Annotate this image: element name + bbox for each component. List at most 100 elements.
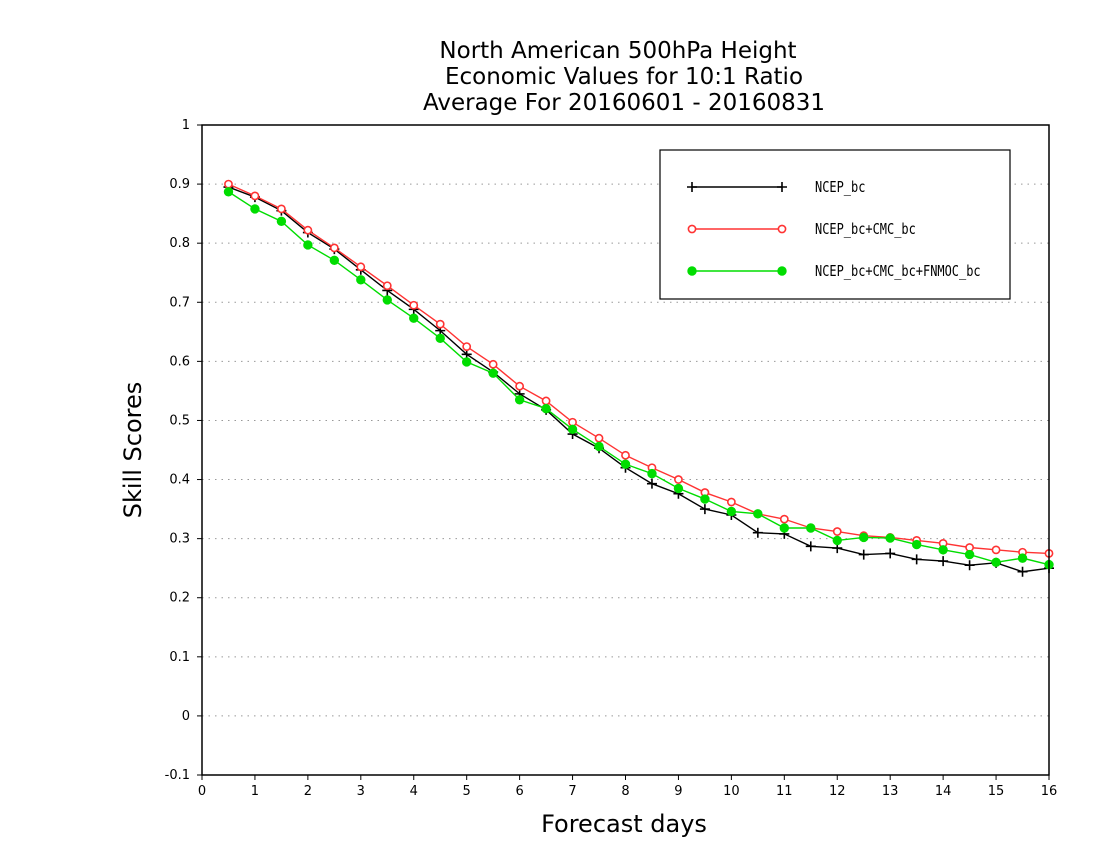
series-3-point-29 <box>964 549 975 560</box>
series-1-point-17 <box>646 478 657 489</box>
legend-marker-end-1 <box>777 182 787 192</box>
series-3-point-10 <box>461 357 472 367</box>
x-tick-label-4: 4 <box>410 784 418 799</box>
series-2-point-3 <box>277 204 286 214</box>
series-3-point-17 <box>647 468 657 479</box>
y-tick-label-4: 0.3 <box>169 532 190 547</box>
series-2-point-11 <box>488 359 498 369</box>
series-3-point-23 <box>806 523 816 533</box>
series-3-point-18 <box>673 483 684 494</box>
legend-marker-end-3 <box>777 266 787 276</box>
series-2-point-12 <box>515 381 525 391</box>
series-3-point-22 <box>779 523 790 533</box>
y-tick-label-10: 0.9 <box>169 177 190 192</box>
x-tick-label-15: 15 <box>988 784 1005 799</box>
y-tick-label-2: 0.1 <box>169 650 190 665</box>
series-3-point-4 <box>303 240 313 250</box>
series-3-point-21 <box>753 509 763 519</box>
series-3-point-9 <box>435 333 445 344</box>
series-1-point-28 <box>938 556 949 567</box>
series-3-point-28 <box>938 545 948 555</box>
series-2-point-10 <box>462 342 472 351</box>
series-2-point-15 <box>594 433 604 443</box>
series-1-point-23 <box>805 541 816 552</box>
series-2-point-18 <box>674 475 683 484</box>
y-tick-label-0: -0.1 <box>165 768 190 783</box>
title-line-1: North American 500hPa Height <box>439 38 796 64</box>
x-tick-label-13: 13 <box>882 784 899 799</box>
series-layer <box>223 179 1054 577</box>
series-3-point-14 <box>567 424 578 435</box>
series-3-point-31 <box>1017 553 1028 563</box>
series-3-point-20 <box>726 506 737 517</box>
series-3-point-8 <box>409 313 419 323</box>
legend: NCEP_bc NCEP_bc+CMC_bc NCEP_bc+CMC_bc+FNMO… <box>659 149 1011 300</box>
series-2-point-8 <box>409 300 419 310</box>
legend-marker-start-3 <box>687 266 697 276</box>
series-3-point-27 <box>911 539 922 550</box>
x-tick-label-7: 7 <box>568 784 576 799</box>
series-3-point-25 <box>859 532 869 543</box>
series-2-point-4 <box>303 225 313 235</box>
x-tick-label-14: 14 <box>935 784 952 799</box>
legend-marker-end-2 <box>777 224 787 234</box>
series-3-point-3 <box>276 216 287 227</box>
series-3-point-6 <box>356 275 366 285</box>
legend-box <box>659 149 1011 300</box>
series-1-point-25 <box>858 549 869 560</box>
title-line-3: Average For 20160601 - 20160831 <box>423 90 825 116</box>
x-axis-label: Forecast days <box>541 810 707 838</box>
series-3-point-26 <box>885 533 895 543</box>
y-tick-label-1: 0 <box>182 709 190 724</box>
series-3-point-13 <box>541 403 551 414</box>
x-tick-label-6: 6 <box>515 784 523 799</box>
series-2-point-13 <box>541 396 551 406</box>
plot-frame <box>201 124 1050 776</box>
series-2-point-2 <box>250 191 260 201</box>
series-line-2 <box>228 183 1050 555</box>
x-tick-label-8: 8 <box>621 784 629 799</box>
series-1-point-27 <box>911 554 922 565</box>
series-2-point-30 <box>991 545 1001 555</box>
series-3-point-16 <box>620 459 631 469</box>
series-3-point-7 <box>382 295 392 305</box>
series-3 <box>223 187 1054 570</box>
series-3-point-15 <box>594 441 604 452</box>
series-1-point-19 <box>699 504 710 515</box>
x-axis-ticks: 0 1 2 3 4 5 6 7 8 9 10 11 12 13 14 15 16 <box>198 775 1057 799</box>
y-tick-label-8: 0.7 <box>169 295 190 310</box>
series-2-point-5 <box>329 243 339 253</box>
title-line-2: Economic Values for 10:1 Ratio <box>445 64 803 90</box>
y-tick-label-6: 0.5 <box>169 413 190 428</box>
chart-title: North American 500hPa Height Economic Va… <box>423 38 825 116</box>
series-2-point-9 <box>435 319 445 329</box>
x-tick-label-12: 12 <box>829 784 846 799</box>
legend-marker-start-2 <box>687 224 697 234</box>
series-1-point-26 <box>885 548 896 559</box>
series-1-point-29 <box>964 560 975 571</box>
series-3-point-24 <box>832 535 842 546</box>
series-3-point-12 <box>514 395 525 405</box>
series-3-point-30 <box>991 557 1001 567</box>
x-tick-label-5: 5 <box>463 784 471 799</box>
series-2-point-7 <box>382 281 392 291</box>
x-tick-label-10: 10 <box>723 784 740 799</box>
series-2-point-22 <box>779 514 789 524</box>
x-tick-label-16: 16 <box>1041 784 1058 799</box>
series-3-point-2 <box>250 204 260 214</box>
y-tick-label-9: 0.8 <box>169 236 190 251</box>
legend-items: NCEP_bc NCEP_bc+CMC_bc NCEP_bc+CMC_bc+FNMO… <box>687 178 981 280</box>
y-tick-label-5: 0.4 <box>169 473 190 488</box>
series-3-point-11 <box>488 368 498 378</box>
y-tick-label-11: 1 <box>182 118 190 133</box>
y-axis-ticks: -0.1 0 0.1 0.2 0.3 0.4 0.5 0.6 0.7 0.8 0.9 1 <box>165 118 202 783</box>
series-3-point-1 <box>223 187 234 197</box>
legend-label-3: NCEP_bc+CMC_bc+FNMOC_bc <box>815 262 981 280</box>
y-axis-label: Skill Scores <box>119 382 147 519</box>
series-2-point-6 <box>356 262 366 272</box>
series-3-point-5 <box>329 255 340 266</box>
gridlines <box>202 183 1049 717</box>
series-2-point-1 <box>224 179 233 189</box>
series-2-point-24 <box>832 527 842 536</box>
